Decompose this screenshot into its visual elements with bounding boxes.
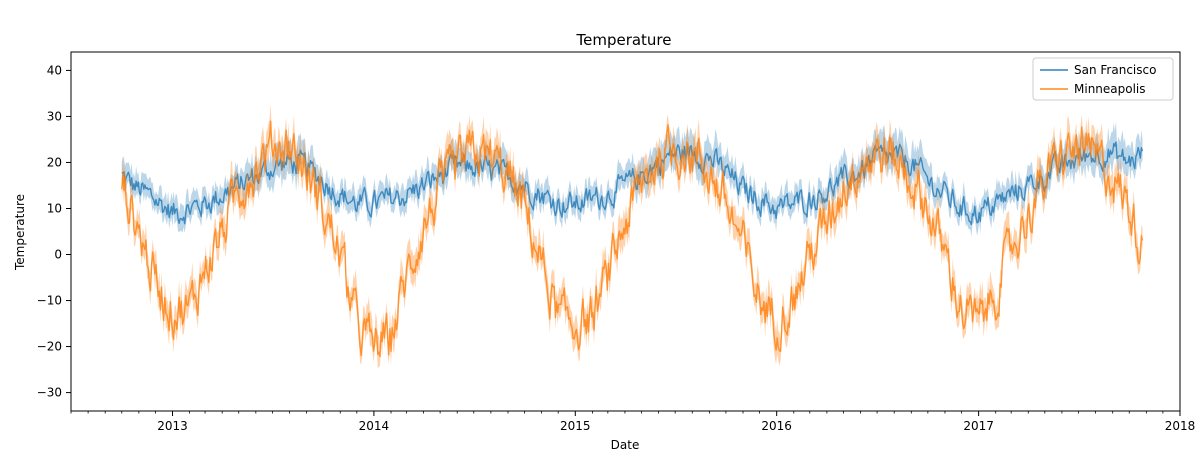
x-tick-label-2018: 2018	[1165, 419, 1196, 433]
series-line-minneapolis	[121, 120, 1144, 358]
y-tick-label--30: −30	[37, 386, 62, 400]
x-tick-label-2015: 2015	[560, 419, 591, 433]
x-tick-label-2017: 2017	[963, 419, 994, 433]
y-tick-label-20: 20	[47, 155, 62, 169]
x-tick-label-2016: 2016	[761, 419, 792, 433]
y-tick-label-10: 10	[47, 201, 62, 215]
y-axis-label: Temperature	[13, 194, 27, 271]
y-axis: 40 30 20 10 0 −10 −20 −30	[37, 63, 71, 400]
y-tick-label-30: 30	[47, 109, 62, 123]
series-line-san-francisco	[121, 141, 1144, 226]
legend-label-san-francisco: San Francisco	[1074, 63, 1156, 77]
y-tick-label--10: −10	[37, 294, 62, 308]
y-tick-label-40: 40	[47, 63, 62, 77]
x-axis-label: Date	[611, 438, 640, 452]
x-axis: 2013 2014 2015 2016 2017 2018	[70, 411, 1196, 433]
y-tick-label--20: −20	[37, 340, 62, 354]
series-layer	[121, 103, 1144, 370]
band-minneapolis	[121, 103, 1143, 370]
chart-title: Temperature	[575, 31, 671, 49]
y-tick-label-0: 0	[54, 248, 62, 262]
x-tick-label-2014: 2014	[359, 419, 390, 433]
x-tick-label-2013: 2013	[157, 419, 188, 433]
plot-frame	[70, 51, 1181, 412]
legend: San Francisco Minneapolis	[1032, 57, 1174, 101]
legend-label-minneapolis: Minneapolis	[1074, 82, 1146, 96]
